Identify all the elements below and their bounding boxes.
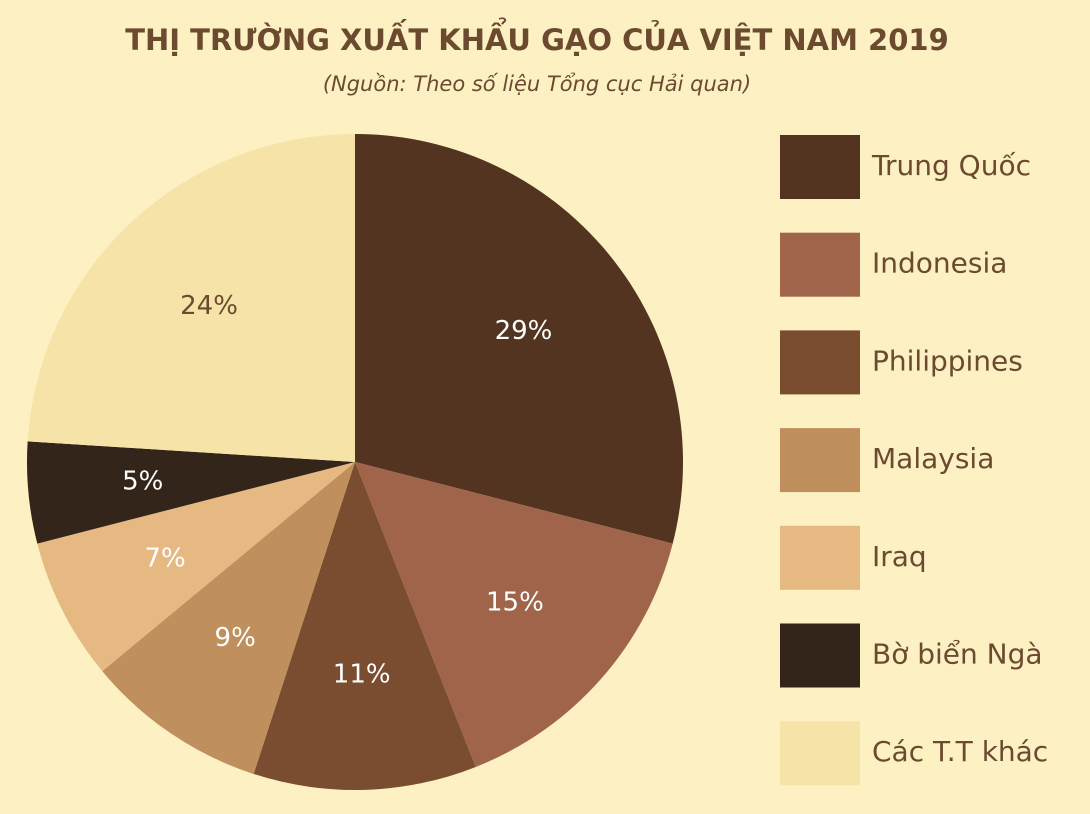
legend-swatch [780, 623, 860, 688]
legend-label: Malaysia [872, 442, 994, 475]
legend-label: Trung Quốc [871, 149, 1031, 182]
data-label: 29% [495, 316, 553, 346]
pie-slice [355, 462, 673, 767]
pie-slice [27, 134, 355, 462]
data-label: 5% [122, 467, 163, 497]
legend-label: Bờ biển Ngà [872, 638, 1043, 671]
pie-slice [26, 441, 355, 544]
legend-label: Iraq [872, 540, 927, 573]
data-label: 24% [180, 291, 238, 321]
legend-label: Các T.T khác [872, 735, 1048, 768]
legend-swatch [780, 135, 860, 199]
pie-slice [355, 134, 683, 544]
chart-subtitle: (Nguồn: Theo số liệu Tổng cục Hải quan) [323, 72, 751, 96]
legend-label: Indonesia [872, 247, 1007, 280]
legend-swatch [780, 525, 860, 590]
legend-swatch [780, 428, 860, 493]
data-label: 7% [144, 543, 185, 573]
data-label: 11% [333, 660, 391, 690]
data-label: 9% [215, 623, 256, 653]
legend-swatch [780, 721, 860, 786]
data-label: 15% [486, 587, 544, 617]
pie-slice [37, 462, 356, 672]
pie-slice [253, 462, 476, 790]
chart-title: THỊ TRƯỜNG XUẤT KHẨU GẠO CỦA VIỆT NAM 20… [125, 18, 949, 57]
legend-swatch [780, 232, 860, 297]
legend-label: Philippines [872, 344, 1023, 377]
pie-slice [102, 462, 355, 774]
legend-swatch [780, 330, 860, 395]
